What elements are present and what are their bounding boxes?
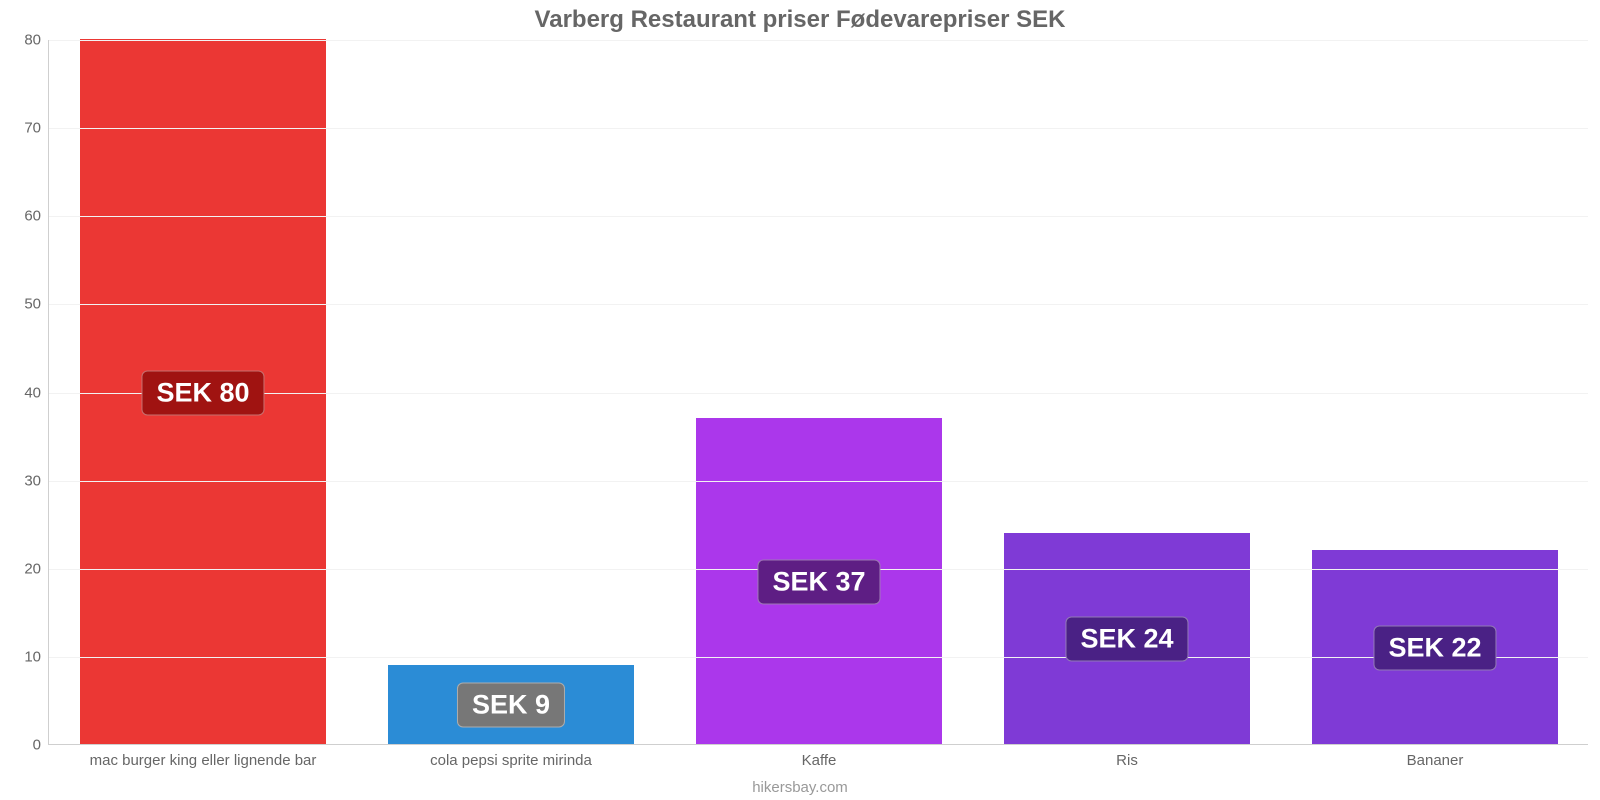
y-tick-label: 50 (24, 296, 41, 313)
value-badge: SEK 22 (1373, 626, 1496, 671)
grid-line (49, 40, 1588, 41)
y-tick-label: 30 (24, 472, 41, 489)
attribution-text: hikersbay.com (0, 779, 1600, 796)
grid-line (49, 216, 1588, 217)
y-tick-label: 70 (24, 120, 41, 137)
grid-line (49, 481, 1588, 482)
chart-title: Varberg Restaurant priser Fødevarepriser… (0, 0, 1600, 34)
y-tick-label: 20 (24, 560, 41, 577)
grid-line (49, 393, 1588, 394)
grid-line (49, 304, 1588, 305)
y-tick-label: 80 (24, 32, 41, 49)
x-axis-label: mac burger king eller lignende bar (90, 752, 317, 769)
y-tick-label: 10 (24, 648, 41, 665)
x-axis-label: Ris (1116, 752, 1138, 769)
value-badge: SEK 9 (457, 683, 565, 728)
x-axis-label: Kaffe (802, 752, 837, 769)
y-tick-label: 60 (24, 208, 41, 225)
plot-area: 01020304050607080mac burger king eller l… (48, 40, 1588, 745)
y-tick-label: 40 (24, 384, 41, 401)
value-badge: SEK 37 (757, 559, 880, 604)
price-bar-chart: Varberg Restaurant priser Fødevarepriser… (0, 0, 1600, 800)
y-tick-label: 0 (33, 737, 41, 754)
x-axis-label: Bananer (1407, 752, 1464, 769)
value-badge: SEK 80 (141, 370, 264, 415)
value-badge: SEK 24 (1065, 617, 1188, 662)
x-axis-label: cola pepsi sprite mirinda (430, 752, 592, 769)
grid-line (49, 128, 1588, 129)
grid-line (49, 657, 1588, 658)
